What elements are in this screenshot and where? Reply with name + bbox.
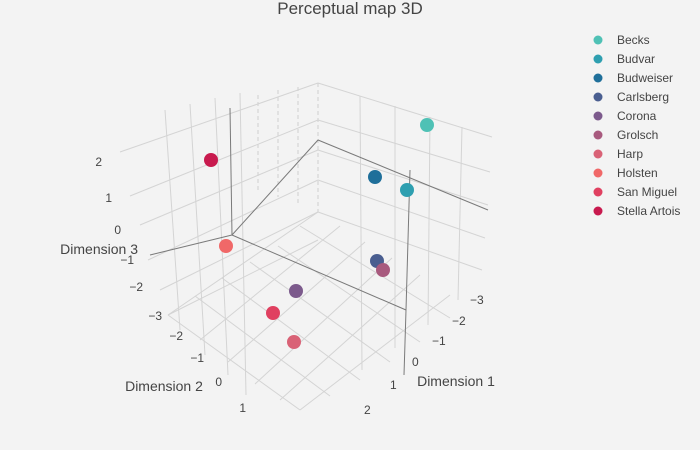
z-tick-1: 1 <box>105 191 112 205</box>
y-tick-1: 1 <box>239 401 246 415</box>
legend-marker <box>593 187 603 197</box>
legend-item-budvar[interactable]: Budvar <box>593 52 656 66</box>
x-tick-2: 2 <box>364 403 371 417</box>
legend-label: Becks <box>617 33 650 47</box>
data-points <box>204 118 434 349</box>
legend-marker <box>593 111 603 121</box>
z-axis-title: Dimension 3 <box>60 241 138 257</box>
legend-label: Stella Artois <box>617 204 680 218</box>
chart-title: Perceptual map 3D <box>277 0 423 18</box>
legend-item-grolsch[interactable]: Grolsch <box>593 128 659 142</box>
legend-item-becks[interactable]: Becks <box>593 33 650 47</box>
y-tick-m2: −2 <box>169 329 183 343</box>
legend-label: Grolsch <box>617 128 658 142</box>
point-holsten[interactable] <box>219 239 233 253</box>
point-corona[interactable] <box>289 284 303 298</box>
y-axis-title: Dimension 2 <box>125 378 203 394</box>
legend-marker <box>593 149 603 159</box>
legend-marker <box>593 168 603 178</box>
point-budweiser[interactable] <box>368 170 382 184</box>
back-grid <box>257 83 319 212</box>
legend-label: Harp <box>617 147 643 161</box>
x-tick-0: 0 <box>412 355 419 369</box>
y-axis-ticks: −2 −1 0 1 Dimension 2 <box>125 329 246 415</box>
legend-label: Carlsberg <box>617 90 669 104</box>
legend-marker <box>593 92 603 102</box>
z-tick-2: 2 <box>95 155 102 169</box>
legend-marker <box>593 35 603 45</box>
legend-marker <box>593 130 603 140</box>
legend-label: Budvar <box>617 52 655 66</box>
legend-marker <box>593 206 603 216</box>
z-tick-m3: −3 <box>148 309 162 323</box>
z-tick-0: 0 <box>114 223 121 237</box>
point-san-miguel[interactable] <box>266 306 280 320</box>
x-tick-m1: −1 <box>432 334 446 348</box>
x-tick-m3: −3 <box>470 293 484 307</box>
axis-lines <box>149 107 489 376</box>
legend-label: Corona <box>617 109 657 123</box>
right-wall-grid <box>317 82 493 371</box>
legend: Becks Budvar Budweiser Carlsberg Corona Grols… <box>593 33 681 218</box>
x-tick-m2: −2 <box>452 314 466 328</box>
legend-label: Budweiser <box>617 71 673 85</box>
y-tick-m1: −1 <box>190 351 204 365</box>
left-wall-grid <box>119 82 319 396</box>
z-axis-ticks: 2 1 0 −1 −2 −3 Dimension 3 <box>60 155 162 323</box>
z-tick-m2: −2 <box>129 280 143 294</box>
point-budvar[interactable] <box>400 183 414 197</box>
legend-marker <box>593 73 603 83</box>
point-grolsch[interactable] <box>376 263 390 277</box>
legend-label: Holsten <box>617 166 658 180</box>
point-stella-artois[interactable] <box>204 153 218 167</box>
z-tick-m1: −1 <box>120 253 134 267</box>
legend-item-harp[interactable]: Harp <box>593 147 644 161</box>
point-becks[interactable] <box>420 118 434 132</box>
floor-grid <box>167 211 451 411</box>
x-axis-ticks: −3 −2 −1 0 1 2 Dimension 1 <box>364 293 495 417</box>
legend-label: San Miguel <box>617 185 677 199</box>
point-harp[interactable] <box>287 335 301 349</box>
legend-item-stella-artois[interactable]: Stella Artois <box>593 204 681 218</box>
legend-item-carlsberg[interactable]: Carlsberg <box>593 90 670 104</box>
legend-marker <box>593 54 603 64</box>
legend-item-holsten[interactable]: Holsten <box>593 166 658 180</box>
x-axis-title: Dimension 1 <box>417 373 495 389</box>
y-tick-0: 0 <box>215 375 222 389</box>
x-tick-1: 1 <box>390 378 397 392</box>
legend-item-san-miguel[interactable]: San Miguel <box>593 185 678 199</box>
legend-item-budweiser[interactable]: Budweiser <box>593 71 674 85</box>
legend-item-corona[interactable]: Corona <box>593 109 657 123</box>
